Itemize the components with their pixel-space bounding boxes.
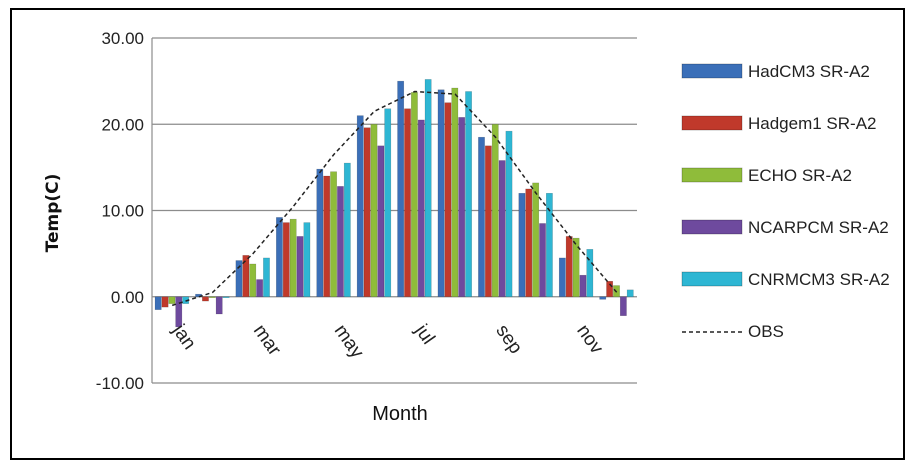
legend-swatch (681, 167, 743, 183)
x-axis-ticks: jan mar may jul sep nov (168, 320, 608, 363)
bars (154, 79, 634, 328)
bar-cnrmcm3-sr-a2-aug (465, 91, 472, 298)
bar-hadcm3-sr-a2-may (316, 168, 324, 298)
bar-ncarpcm-sr-a2-apr (296, 236, 304, 298)
bar-hadgem1-sr-a2-oct (525, 188, 533, 297)
bar-hadgem1-sr-a2-jan (161, 296, 169, 308)
y-tick-label: -10.00 (96, 374, 144, 393)
bar-ncarpcm-sr-a2-nov (579, 274, 587, 298)
bar-hadgem1-sr-a2-jul (404, 108, 411, 297)
bar-echo-sr-a2-mar (249, 263, 257, 298)
bar-cnrmcm3-sr-a2-may (343, 162, 351, 297)
legend-label: CNRMCM3 SR-A2 (748, 270, 890, 289)
obs-line (171, 90, 618, 307)
y-axis-ticks: 30.00 20.00 10.00 0.00 -10.00 (96, 29, 144, 393)
bar-hadcm3-sr-a2-apr (276, 217, 283, 297)
legend-swatch (681, 271, 743, 287)
x-tick-label: may (330, 321, 368, 363)
legend-label: NCARPCM SR-A2 (748, 218, 889, 237)
bar-hadcm3-sr-a2-jan (154, 296, 162, 310)
bar-ncarpcm-sr-a2-jan (175, 296, 183, 328)
bar-hadgem1-sr-a2-may (323, 175, 331, 297)
x-tick-label: sep (491, 321, 526, 358)
bar-hadgem1-sr-a2-mar (242, 255, 250, 298)
bar-hadcm3-sr-a2-jun (356, 115, 364, 298)
legend-label: HadCM3 SR-A2 (748, 62, 870, 81)
bar-hadgem1-sr-a2-jun (363, 127, 371, 297)
x-tick-label: nov (572, 321, 607, 359)
bar-hadcm3-sr-a2-jul (397, 80, 405, 298)
legend-label: OBS (748, 322, 784, 341)
bar-cnrmcm3-sr-a2-nov (586, 249, 594, 297)
bar-hadgem1-sr-a2-sep (484, 145, 492, 297)
bar-echo-sr-a2-jan (168, 296, 176, 304)
bar-cnrmcm3-sr-a2-dec (626, 289, 634, 298)
bar-cnrmcm3-sr-a2-jun (384, 108, 392, 297)
y-tick-label: 0.00 (111, 288, 144, 307)
bar-echo-sr-a2-may (330, 171, 337, 297)
bar-cnrmcm3-sr-a2-apr (303, 222, 311, 298)
legend-swatch (681, 115, 743, 131)
legend: HadCM3 SR-A2 Hadgem1 SR-A2 ECHO SR-A2 NCARP… (681, 62, 890, 341)
bar-hadcm3-sr-a2-nov (558, 257, 566, 298)
bar-hadcm3-sr-a2-sep (478, 136, 485, 297)
bar-ncarpcm-sr-a2-jul (417, 119, 425, 297)
bar-ncarpcm-sr-a2-oct (539, 223, 546, 297)
bar-ncarpcm-sr-a2-mar (256, 279, 264, 297)
bar-cnrmcm3-sr-a2-sep (505, 130, 513, 297)
bar-echo-sr-a2-jun (370, 124, 378, 297)
bar-cnrmcm3-sr-a2-jul (424, 79, 432, 298)
bar-ncarpcm-sr-a2-sep (498, 160, 506, 297)
bar-echo-sr-a2-feb (208, 296, 216, 298)
y-tick-label: 20.00 (101, 115, 144, 134)
bar-cnrmcm3-sr-a2-feb (222, 296, 230, 298)
y-tick-label: 10.00 (101, 202, 144, 221)
bar-hadcm3-sr-a2-mar (235, 260, 243, 297)
x-tick-label: jul (410, 320, 439, 348)
legend-label: ECHO SR-A2 (748, 166, 852, 185)
bar-cnrmcm3-sr-a2-oct (546, 193, 553, 297)
bar-hadcm3-sr-a2-dec (599, 296, 607, 300)
bar-hadgem1-sr-a2-nov (565, 236, 573, 298)
bar-echo-sr-a2-oct (532, 182, 540, 297)
bar-ncarpcm-sr-a2-feb (215, 296, 223, 315)
bar-echo-sr-a2-sep (491, 124, 499, 297)
bar-ncarpcm-sr-a2-dec (619, 296, 627, 316)
y-axis-title: Temp(C) (43, 174, 63, 253)
bar-hadgem1-sr-a2-aug (444, 102, 452, 297)
x-tick-label: jan (168, 320, 200, 354)
bar-hadcm3-sr-a2-aug (437, 89, 445, 297)
bar-hadgem1-sr-a2-dec (606, 280, 614, 298)
bar-cnrmcm3-sr-a2-mar (263, 257, 270, 298)
bar-hadgem1-sr-a2-apr (282, 222, 290, 298)
bar-echo-sr-a2-apr (289, 218, 297, 298)
bar-ncarpcm-sr-a2-jun (377, 145, 385, 297)
gridlines (151, 37, 637, 384)
legend-swatch (681, 219, 743, 235)
bar-echo-sr-a2-nov (572, 237, 580, 298)
legend-swatch (681, 63, 743, 79)
bar-ncarpcm-sr-a2-may (337, 186, 344, 298)
bar-hadgem1-sr-a2-feb (202, 296, 209, 302)
x-axis-title: Month (372, 403, 428, 425)
legend-label: Hadgem1 SR-A2 (748, 114, 877, 133)
bar-echo-sr-a2-jul (411, 92, 418, 297)
bar-hadcm3-sr-a2-oct (518, 193, 526, 297)
y-tick-label: 30.00 (101, 29, 144, 48)
obs-series-line (171, 90, 618, 307)
bar-ncarpcm-sr-a2-aug (458, 117, 466, 297)
x-tick-label: mar (249, 321, 285, 360)
bar-echo-sr-a2-aug (451, 87, 459, 297)
